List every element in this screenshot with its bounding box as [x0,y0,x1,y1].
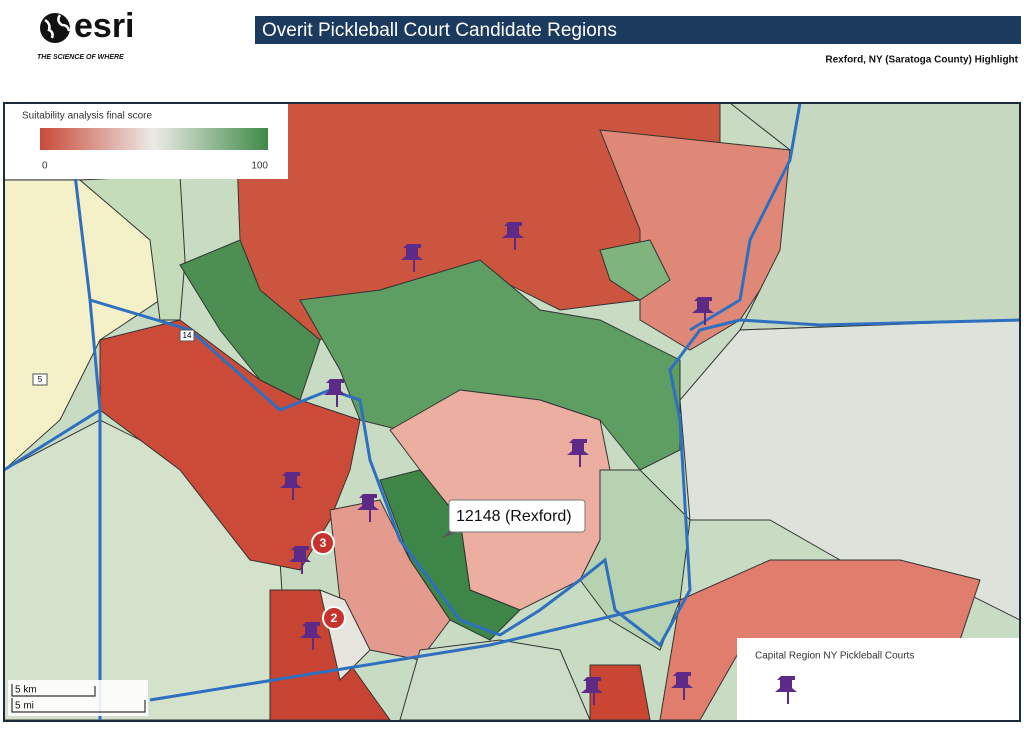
map: 14 5 3 2 12148 (Rexford) Suitability ana… [4,103,1020,721]
region [4,103,1020,721]
clusters: 3 2 [311,531,346,630]
shield-label: 5 [38,375,43,384]
esri-logo-part [40,13,70,43]
road-shields-part [32,373,48,386]
shield-label: 14 [183,331,192,340]
subtitle: Rexford, NY (Saratoga County) Highlight [825,55,1018,66]
logo-tagline: THE SCIENCE OF WHERE [37,54,124,61]
scale-bar: 5 km 5 mi [8,680,148,716]
map-frame [3,102,1021,722]
legend-min: 0 [42,161,48,172]
callout-part [448,499,586,533]
region-part [99,319,361,571]
road-shields-part [179,329,195,342]
scale-bar-part [8,680,148,716]
cluster-count: 2 [331,611,338,625]
point-legend: Capital Region NY Pickleball Courts [737,638,1020,721]
road-shields: 14 5 [32,329,195,386]
region-part [269,589,391,721]
logo-text: esri [74,7,135,45]
legend-title: Suitability analysis final score [22,111,152,122]
score-legend: Suitability analysis final score 0 100 [4,103,288,179]
callout: 12148 (Rexford) [442,499,586,538]
county-boundary-part [689,103,802,332]
region-part [399,639,591,721]
clusters-part [322,606,346,630]
score-legend-part [40,128,268,150]
region-part [179,239,321,401]
region-part [599,239,671,301]
cluster-count: 3 [320,536,327,550]
callout-label: 12148 (Rexford) [456,508,572,525]
point-legend-title: Capital Region NY Pickleball Courts [755,651,914,662]
legend-max: 100 [251,161,268,172]
scale-mi: 5 mi [15,701,34,712]
clusters-part [311,531,335,555]
title-bar [255,16,1021,44]
scale-km: 5 km [15,685,37,696]
title: Overit Pickleball Court Candidate Region… [262,20,617,41]
county-boundary-part [98,410,681,720]
esri-logo: esri THE SCIENCE OF WHERE [37,7,135,61]
esri-logo-part [44,14,71,39]
county-boundary-part [4,174,102,472]
scale-bar-part [11,684,146,713]
